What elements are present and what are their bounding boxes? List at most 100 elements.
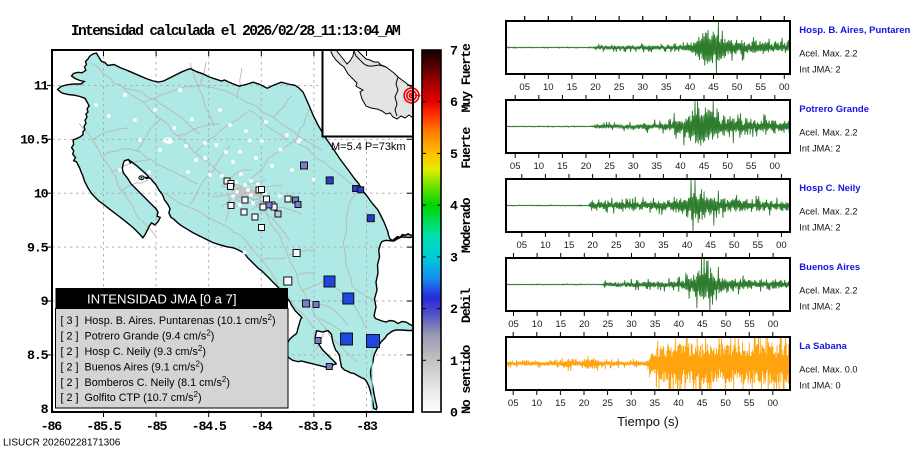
svg-text:55: 55 (753, 240, 764, 251)
svg-text:05: 05 (508, 319, 519, 330)
svg-text:15: 15 (557, 161, 568, 172)
svg-text:8.5: 8.5 (27, 348, 49, 363)
svg-text:Hosp. B. Aires, Puntarenas: Hosp. B. Aires, Puntarenas (799, 25, 910, 36)
svg-text:-83: -83 (356, 419, 378, 434)
svg-text:2: 2 (450, 302, 458, 317)
svg-text:45: 45 (697, 319, 708, 330)
svg-text:Int JMA: 0: Int JMA: 0 (799, 380, 840, 390)
svg-text:50: 50 (720, 398, 731, 409)
svg-text:-85.5: -85.5 (86, 419, 121, 434)
svg-text:-85: -85 (146, 419, 168, 434)
svg-text:20: 20 (581, 161, 592, 172)
svg-text:11: 11 (34, 79, 49, 94)
svg-text:[ 3 ] Hosp. B. Aires. Puntare: [ 3 ] Hosp. B. Aires. Puntarenas (10.1 c… (61, 313, 276, 327)
svg-text:Intensidad calculada el 2026/0: Intensidad calculada el 2026/02/28_11:13… (71, 24, 401, 40)
svg-text:25: 25 (611, 240, 622, 251)
svg-text:Moderado: Moderado (459, 197, 474, 253)
svg-text:35: 35 (658, 240, 669, 251)
svg-text:Muy Fuerte: Muy Fuerte (459, 43, 474, 112)
svg-text:6: 6 (450, 95, 458, 110)
svg-text:Acel. Max. 2.2: Acel. Max. 2.2 (799, 128, 857, 138)
svg-text:50: 50 (721, 319, 732, 330)
svg-text:00: 00 (770, 161, 781, 172)
svg-text:-84: -84 (251, 419, 273, 434)
svg-text:Acel. Max. 2.2: Acel. Max. 2.2 (799, 286, 857, 296)
svg-text:50: 50 (722, 161, 733, 172)
svg-text:45: 45 (708, 82, 719, 93)
svg-text:10: 10 (534, 161, 545, 172)
svg-text:25: 25 (614, 82, 625, 93)
svg-text:3: 3 (450, 250, 458, 265)
svg-text:30: 30 (626, 319, 637, 330)
svg-text:10: 10 (543, 82, 554, 93)
svg-text:55: 55 (744, 319, 755, 330)
svg-text:Acel. Max. 0.0: Acel. Max. 0.0 (799, 365, 857, 375)
svg-text:00: 00 (779, 82, 790, 93)
svg-text:4: 4 (450, 199, 458, 214)
svg-text:35: 35 (650, 319, 661, 330)
svg-text:Int JMA: 2: Int JMA: 2 (799, 64, 840, 74)
svg-text:Tiempo (s): Tiempo (s) (617, 414, 679, 429)
svg-text:30: 30 (635, 240, 646, 251)
svg-text:M=5.4 P=73km: M=5.4 P=73km (331, 141, 406, 153)
svg-text:Potrero Grande: Potrero Grande (799, 104, 869, 115)
svg-text:9.5: 9.5 (27, 240, 49, 255)
svg-text:[ 2 ] Bomberos C. Neily (8.1: [ 2 ] Bomberos C. Neily (8.1 cm/s2) (61, 375, 230, 389)
svg-text:1: 1 (450, 354, 458, 369)
svg-text:9: 9 (41, 294, 49, 309)
svg-text:No sentido: No sentido (459, 345, 474, 414)
svg-text:55: 55 (746, 161, 757, 172)
svg-text:Debil: Debil (459, 288, 474, 323)
svg-text:45: 45 (699, 161, 710, 172)
svg-text:05: 05 (517, 240, 528, 251)
svg-text:35: 35 (652, 161, 663, 172)
svg-text:7: 7 (450, 44, 458, 59)
svg-text:-86: -86 (41, 419, 63, 434)
svg-text:Acel. Max. 2.2: Acel. Max. 2.2 (799, 49, 857, 59)
svg-text:55: 55 (744, 398, 755, 409)
svg-text:00: 00 (768, 319, 779, 330)
svg-text:35: 35 (650, 398, 661, 409)
svg-text:25: 25 (604, 161, 615, 172)
svg-text:40: 40 (682, 240, 693, 251)
svg-text:05: 05 (519, 82, 530, 93)
svg-text:10: 10 (532, 398, 543, 409)
svg-text:00: 00 (776, 240, 787, 251)
svg-text:Acel. Max. 2.2: Acel. Max. 2.2 (799, 207, 857, 217)
svg-text:Int JMA: 2: Int JMA: 2 (799, 143, 840, 153)
svg-text:45: 45 (705, 240, 716, 251)
svg-text:[ 2 ] Golfito CTP (10.7 cm/s2: [ 2 ] Golfito CTP (10.7 cm/s2) (61, 390, 202, 404)
svg-text:15: 15 (564, 240, 575, 251)
svg-text:55: 55 (755, 82, 766, 93)
svg-text:40: 40 (685, 82, 696, 93)
svg-text:00: 00 (768, 398, 779, 409)
svg-text:30: 30 (626, 398, 637, 409)
svg-text:20: 20 (590, 82, 601, 93)
svg-text:LISUCR 20260228171306: LISUCR 20260228171306 (3, 438, 121, 449)
svg-text:-83.5: -83.5 (297, 419, 332, 434)
svg-text:35: 35 (661, 82, 672, 93)
svg-text:[ 2 ] Buenos Aires (9.1 cm/s2: [ 2 ] Buenos Aires (9.1 cm/s2) (61, 359, 204, 373)
svg-text:[ 2 ] Potrero Grande (9.4 cm/: [ 2 ] Potrero Grande (9.4 cm/s2) (61, 329, 215, 343)
svg-text:10: 10 (532, 319, 543, 330)
svg-text:40: 40 (673, 319, 684, 330)
svg-text:INTENSIDAD JMA [0 a 7]: INTENSIDAD JMA [0 a 7] (87, 292, 237, 307)
svg-text:10: 10 (34, 186, 49, 201)
svg-text:40: 40 (675, 161, 686, 172)
svg-text:20: 20 (579, 398, 590, 409)
svg-text:20: 20 (579, 319, 590, 330)
svg-text:15: 15 (555, 398, 566, 409)
svg-text:15: 15 (567, 82, 578, 93)
svg-text:8: 8 (41, 402, 49, 417)
svg-text:25: 25 (602, 398, 613, 409)
svg-text:05: 05 (508, 398, 519, 409)
svg-text:40: 40 (673, 398, 684, 409)
svg-text:20: 20 (587, 240, 598, 251)
svg-text:[ 2 ] Hosp C. Neily (9.3 cm/s: [ 2 ] Hosp C. Neily (9.3 cm/s2) (61, 344, 206, 358)
svg-text:La Sabana: La Sabana (799, 341, 847, 352)
svg-text:Int JMA: 2: Int JMA: 2 (799, 301, 840, 311)
svg-text:0: 0 (450, 406, 458, 421)
svg-text:10: 10 (540, 240, 551, 251)
svg-text:50: 50 (729, 240, 740, 251)
svg-text:Hosp C. Neily: Hosp C. Neily (799, 183, 861, 194)
